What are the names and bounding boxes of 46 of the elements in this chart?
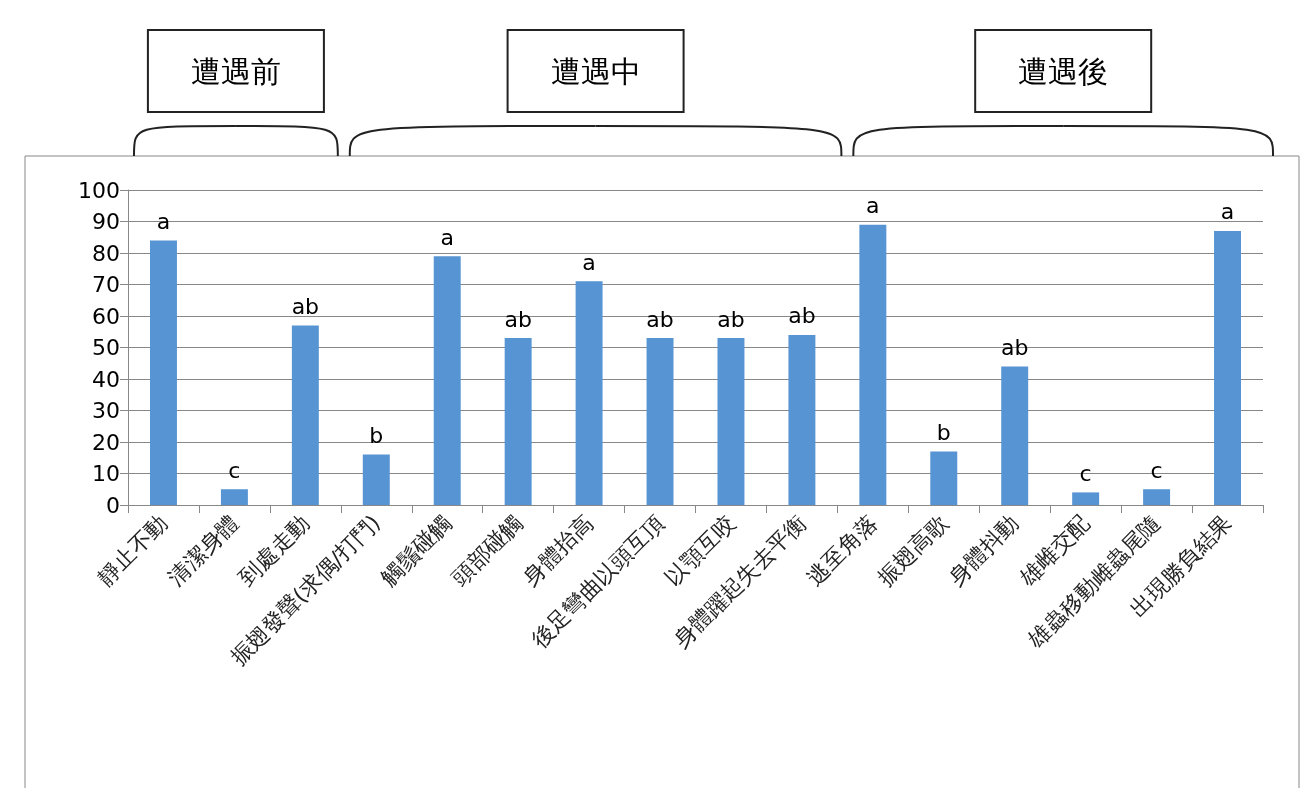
bar — [1214, 230, 1242, 505]
y-tick-label: 100 — [78, 177, 120, 203]
text: 遭遇中 — [550, 53, 641, 89]
text: 遭遇前 — [190, 53, 281, 89]
bar — [1143, 489, 1171, 505]
data-label: b — [369, 423, 384, 449]
bar — [433, 256, 461, 505]
data-label: ab — [717, 306, 745, 332]
bar — [717, 338, 745, 505]
data-label: ab — [646, 306, 674, 332]
data-label: a — [582, 249, 596, 275]
text: 遭遇後 — [1018, 53, 1109, 89]
y-tick-label: 90 — [92, 209, 120, 234]
bar — [859, 224, 887, 505]
bar — [788, 334, 816, 505]
data-label: b — [936, 419, 951, 445]
bar — [220, 489, 248, 505]
bar — [504, 338, 532, 505]
bar — [1072, 492, 1100, 505]
y-tick-label: 0 — [106, 492, 120, 518]
y-tick-label: 50 — [92, 335, 120, 360]
bar — [575, 281, 603, 505]
bar — [291, 325, 319, 505]
data-label: c — [1079, 460, 1092, 486]
data-label: ab — [1000, 334, 1029, 360]
y-tick-label: 40 — [92, 366, 120, 392]
data-label: ab — [291, 293, 320, 319]
data-label: c — [228, 457, 241, 483]
y-tick-label: 70 — [92, 272, 120, 297]
y-tick-label: 30 — [92, 398, 120, 423]
data-label: ab — [788, 303, 816, 329]
data-label: a — [156, 208, 171, 234]
y-tick-label: 60 — [92, 303, 120, 329]
data-label: a — [440, 224, 454, 250]
y-tick-label: 10 — [92, 461, 120, 486]
bar — [1001, 366, 1029, 505]
bar — [149, 240, 177, 505]
y-tick-label: 20 — [92, 429, 120, 455]
data-label: a — [866, 193, 880, 219]
data-label: a — [1220, 199, 1235, 225]
y-tick-label: 80 — [92, 240, 120, 266]
bar — [930, 451, 958, 505]
bar — [362, 454, 390, 505]
data-label: ab — [504, 306, 532, 332]
bar — [646, 338, 674, 505]
data-label: c — [1150, 457, 1163, 483]
